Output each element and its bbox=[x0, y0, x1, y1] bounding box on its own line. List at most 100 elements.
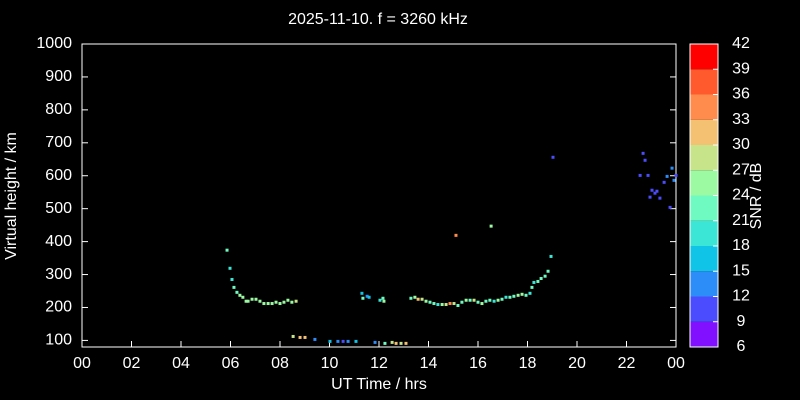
data-point bbox=[250, 297, 254, 301]
data-point bbox=[416, 297, 420, 301]
data-point bbox=[244, 299, 248, 303]
data-point bbox=[653, 191, 657, 195]
data-point bbox=[424, 299, 428, 303]
data-point bbox=[290, 300, 294, 304]
data-point bbox=[549, 254, 553, 258]
data-point bbox=[638, 173, 642, 177]
data-point bbox=[650, 188, 654, 192]
colorbar-band bbox=[690, 195, 718, 221]
colorbar-band bbox=[690, 119, 718, 145]
data-point bbox=[454, 233, 458, 237]
data-point bbox=[489, 224, 493, 228]
y-tick-label: 900 bbox=[45, 68, 72, 85]
data-point bbox=[274, 300, 278, 304]
data-point bbox=[658, 196, 662, 200]
data-point bbox=[672, 178, 676, 182]
data-point bbox=[508, 295, 512, 299]
x-tick-label: 10 bbox=[321, 355, 339, 372]
data-point bbox=[360, 291, 364, 295]
data-point bbox=[409, 296, 413, 300]
x-tick-label: 02 bbox=[123, 355, 141, 372]
colorbar-band bbox=[690, 44, 718, 70]
colorbar-band bbox=[690, 170, 718, 196]
y-tick-label: 300 bbox=[45, 266, 72, 283]
plot-frame bbox=[81, 43, 677, 348]
data-point bbox=[643, 158, 647, 162]
data-point bbox=[532, 280, 536, 284]
data-point bbox=[328, 339, 332, 343]
colorbar-tick-label: 6 bbox=[737, 338, 746, 355]
data-point bbox=[298, 335, 302, 339]
data-point bbox=[460, 300, 464, 304]
data-point bbox=[235, 290, 239, 294]
colorbar-tick-label: 33 bbox=[732, 111, 750, 128]
data-point bbox=[413, 295, 417, 299]
data-point bbox=[648, 195, 652, 199]
x-tick-label: 12 bbox=[370, 355, 388, 372]
x-tick-label: 16 bbox=[469, 355, 487, 372]
x-tick-label: 08 bbox=[271, 355, 289, 372]
data-point bbox=[282, 300, 286, 304]
data-point bbox=[546, 269, 550, 273]
data-point bbox=[496, 298, 500, 302]
colorbar-band bbox=[690, 94, 718, 120]
data-point bbox=[468, 298, 472, 302]
data-point bbox=[448, 302, 452, 306]
data-point bbox=[232, 285, 236, 289]
x-tick-label: 00 bbox=[667, 355, 685, 372]
colorbar-tick-label: 42 bbox=[732, 35, 750, 52]
data-point bbox=[420, 297, 424, 301]
data-point bbox=[536, 279, 540, 283]
data-point bbox=[480, 302, 484, 306]
data-point bbox=[361, 296, 365, 300]
data-point bbox=[641, 151, 645, 155]
x-tick-label: 14 bbox=[420, 355, 438, 372]
data-point bbox=[258, 299, 262, 303]
data-point bbox=[404, 341, 408, 345]
data-point bbox=[378, 298, 382, 302]
colorbar-band bbox=[690, 69, 718, 95]
colorbar-band bbox=[690, 321, 718, 347]
data-point bbox=[524, 293, 528, 297]
data-point bbox=[488, 298, 492, 302]
data-point bbox=[472, 298, 476, 302]
colorbar-band bbox=[690, 296, 718, 322]
data-point bbox=[436, 303, 440, 307]
data-point bbox=[354, 339, 358, 343]
data-point bbox=[291, 334, 295, 338]
data-point bbox=[341, 339, 345, 343]
colorbar-band bbox=[690, 220, 718, 246]
x-tick-label: 04 bbox=[172, 355, 190, 372]
colorbar-tick-label: 18 bbox=[732, 237, 750, 254]
data-point bbox=[492, 299, 496, 303]
colorbar-tick-label: 24 bbox=[732, 187, 750, 204]
data-point bbox=[238, 293, 242, 297]
x-tick-label: 06 bbox=[222, 355, 240, 372]
data-point bbox=[476, 300, 480, 304]
data-point bbox=[373, 340, 377, 344]
data-point bbox=[530, 285, 534, 289]
data-point bbox=[262, 302, 266, 306]
y-tick-label: 400 bbox=[45, 233, 72, 250]
data-point bbox=[551, 155, 555, 159]
colorbar-tick-label: 12 bbox=[732, 288, 750, 305]
data-point bbox=[504, 295, 508, 299]
data-point bbox=[246, 299, 250, 303]
data-point bbox=[665, 174, 669, 178]
data-point bbox=[655, 189, 659, 193]
data-point bbox=[278, 302, 282, 306]
data-point bbox=[516, 293, 520, 297]
data-point bbox=[464, 298, 468, 302]
data-point bbox=[528, 291, 532, 295]
data-point bbox=[228, 266, 232, 270]
data-point bbox=[270, 302, 274, 306]
colorbar-tick-label: 36 bbox=[732, 86, 750, 103]
colorbar-tick-label: 15 bbox=[732, 262, 750, 279]
data-point bbox=[440, 303, 444, 307]
data-point bbox=[381, 296, 385, 300]
data-point bbox=[230, 277, 234, 281]
data-point bbox=[539, 276, 543, 280]
